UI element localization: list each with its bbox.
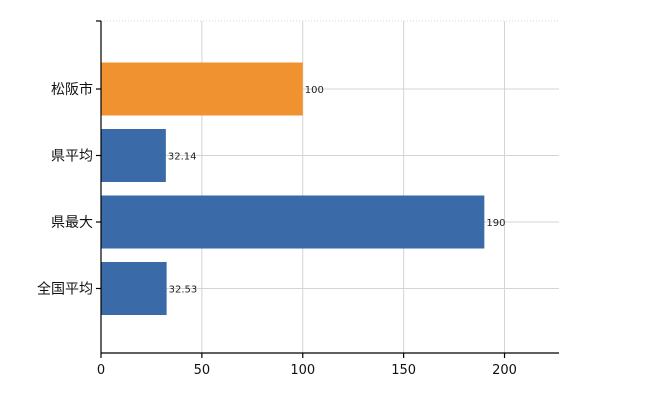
data-label: 100 [305,85,324,96]
bar [101,62,303,116]
bar [101,262,167,315]
x-ticks: 0 50 100 150 200 [97,353,517,378]
x-tick-label: 200 [492,363,517,378]
x-tick-label: 150 [391,363,416,378]
category-label: 全国平均 [37,281,93,298]
data-labels: 100 32.14 190 32.53 [168,85,506,296]
data-label: 190 [486,218,505,229]
grid-lines [101,20,559,353]
x-tick-label: 100 [290,363,315,378]
data-label: 32.53 [169,285,198,296]
bar [101,129,166,182]
axes [96,20,559,354]
x-tick-label: 0 [97,363,105,378]
data-label: 32.14 [168,152,197,163]
category-label: 松阪市 [51,81,93,98]
bars [101,62,485,315]
category-label: 県平均 [51,149,93,165]
x-tick-label: 50 [194,363,211,378]
bar [101,195,485,249]
category-label: 県最大 [51,215,93,231]
